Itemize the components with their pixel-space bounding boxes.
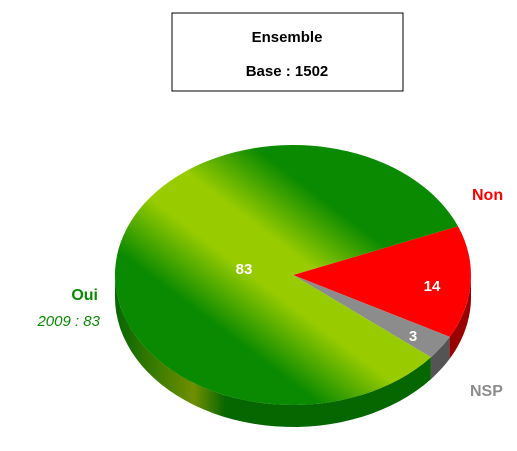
title-box — [171, 12, 404, 92]
slice-side — [430, 336, 450, 380]
slice-side — [115, 275, 431, 427]
chart-subtitle: Base : 1502 — [246, 63, 329, 80]
value-label: 14 — [424, 278, 441, 295]
slice — [114, 145, 458, 406]
category-label: Oui — [71, 287, 98, 304]
slice — [293, 275, 450, 358]
annotation: 2009 : 83 — [36, 313, 100, 330]
slice — [293, 226, 471, 337]
category-label: NSP — [470, 383, 503, 400]
chart-title: Ensemble — [252, 29, 323, 46]
pie: 14 3 83 — [114, 145, 471, 427]
value-label: 83 — [236, 261, 253, 278]
value-label: 3 — [409, 328, 417, 345]
slice-side — [449, 275, 471, 359]
category-label: Non — [472, 187, 503, 204]
